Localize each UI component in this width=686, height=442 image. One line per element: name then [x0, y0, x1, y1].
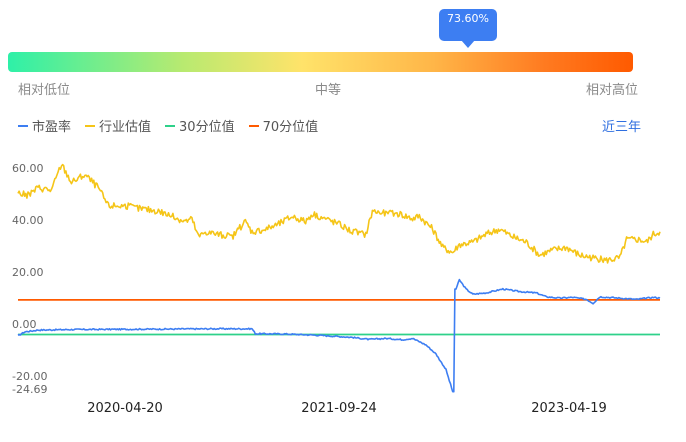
valuation-gauge-bar [8, 52, 633, 72]
series-line-industry [17, 163, 661, 264]
y-tick-label: 0.00 [12, 318, 37, 331]
legend-label-industry: 行业估值 [99, 120, 152, 135]
y-tick-label: -24.69 [12, 383, 47, 396]
y-tick-label: -20.00 [12, 370, 47, 383]
x-tick-label: 2023-04-19 [531, 401, 607, 416]
legend-item-p30[interactable]: 30分位值 [165, 116, 235, 135]
gauge-high-label: 相对高位 [585, 83, 638, 98]
y-tick-label: 40.00 [12, 214, 44, 227]
legend-label-p30: 30分位值 [179, 120, 235, 135]
legend-item-pe[interactable]: 市盈率 [18, 116, 71, 135]
legend-swatch-industry [85, 124, 96, 127]
legend-swatch-pe [18, 124, 28, 127]
chart-legend: 市盈率 行业估值 30分位值 70分位值 [18, 116, 318, 135]
x-tick-label: 2020-04-20 [87, 401, 163, 416]
legend-item-industry[interactable]: 行业估值 [85, 116, 151, 135]
gauge-low-label: 相对低位 [18, 83, 71, 98]
y-tick-label: 60.00 [12, 162, 44, 175]
legend-swatch-p70 [248, 124, 259, 127]
percentile-value: 73.60% [447, 12, 489, 25]
series-line-pe [17, 278, 661, 393]
legend-swatch-p30 [165, 124, 176, 127]
x-tick-label: 2021-09-24 [301, 401, 377, 416]
legend-label-pe: 市盈率 [32, 120, 72, 135]
percentile-tooltip: 73.60% [439, 9, 497, 48]
range-selector-button[interactable]: 近三年 [601, 120, 641, 135]
y-tick-label: 20.00 [12, 266, 44, 279]
legend-label-p70: 70分位值 [262, 120, 319, 135]
gauge-mid-label: 中等 [315, 83, 342, 98]
legend-item-p70[interactable]: 70分位值 [248, 116, 319, 135]
